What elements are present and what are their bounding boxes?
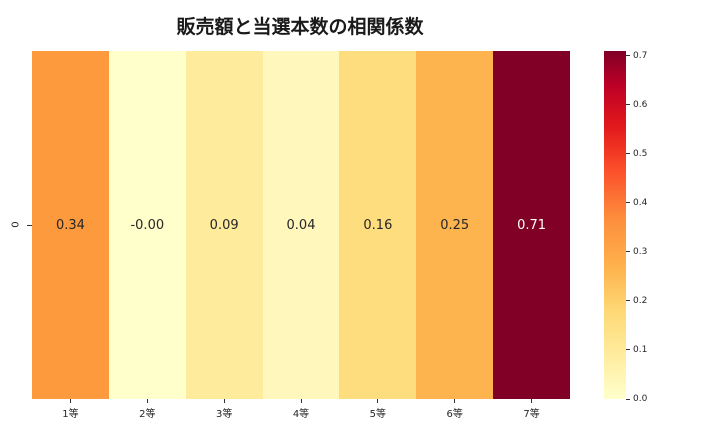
x-tick-6: 6等 — [416, 399, 493, 420]
heatmap-cell-4: 0.04 — [262, 51, 340, 399]
cell-value: -0.00 — [130, 217, 165, 233]
heatmap-grid: 0.34 -0.00 0.09 0.04 0.16 0.25 0.71 — [32, 51, 571, 399]
colorbar-tick: 0.4 — [626, 198, 647, 208]
y-tick-mark — [27, 225, 32, 226]
colorbar-tick: 0.5 — [626, 149, 647, 159]
x-tick-3: 3等 — [186, 399, 263, 420]
colorbar-tick: 0.7 — [626, 51, 647, 61]
y-tick-label-0: 0 — [10, 221, 22, 228]
cell-value: 0.16 — [363, 217, 393, 233]
colorbar-tick: 0.2 — [626, 296, 647, 306]
heatmap-cell-2: -0.00 — [108, 51, 186, 399]
heatmap-cell-7: 0.71 — [493, 51, 571, 399]
colorbar-tick: 0.0 — [626, 394, 647, 404]
heatmap-cell-6: 0.25 — [416, 51, 494, 399]
x-tick-1: 1等 — [32, 399, 109, 420]
colorbar-tick: 0.6 — [626, 100, 647, 110]
x-tick-7: 7等 — [493, 399, 570, 420]
colorbar-tick: 0.1 — [626, 345, 647, 355]
cell-value: 0.34 — [55, 217, 85, 233]
colorbar-ticks: 0.0 0.1 0.2 0.3 0.4 0.5 0.6 0.7 — [626, 51, 666, 404]
heatmap-cell-5: 0.16 — [339, 51, 417, 399]
cell-value: 0.09 — [209, 217, 239, 233]
heatmap-cell-1: 0.34 — [32, 51, 109, 399]
cell-value: 0.25 — [440, 217, 470, 233]
colorbar — [604, 51, 626, 399]
cell-value: 0.04 — [286, 217, 316, 233]
x-tick-5: 5等 — [339, 399, 416, 420]
chart-title: 販売額と当選本数の相関係数 — [176, 16, 424, 38]
x-tick-4: 4等 — [263, 399, 340, 420]
heatmap-cell-3: 0.09 — [185, 51, 263, 399]
cell-value: 0.71 — [517, 217, 547, 233]
x-axis: 1等 2等 3等 4等 5等 6等 7等 — [32, 399, 570, 420]
colorbar-tick: 0.3 — [626, 247, 647, 257]
x-tick-2: 2等 — [109, 399, 186, 420]
